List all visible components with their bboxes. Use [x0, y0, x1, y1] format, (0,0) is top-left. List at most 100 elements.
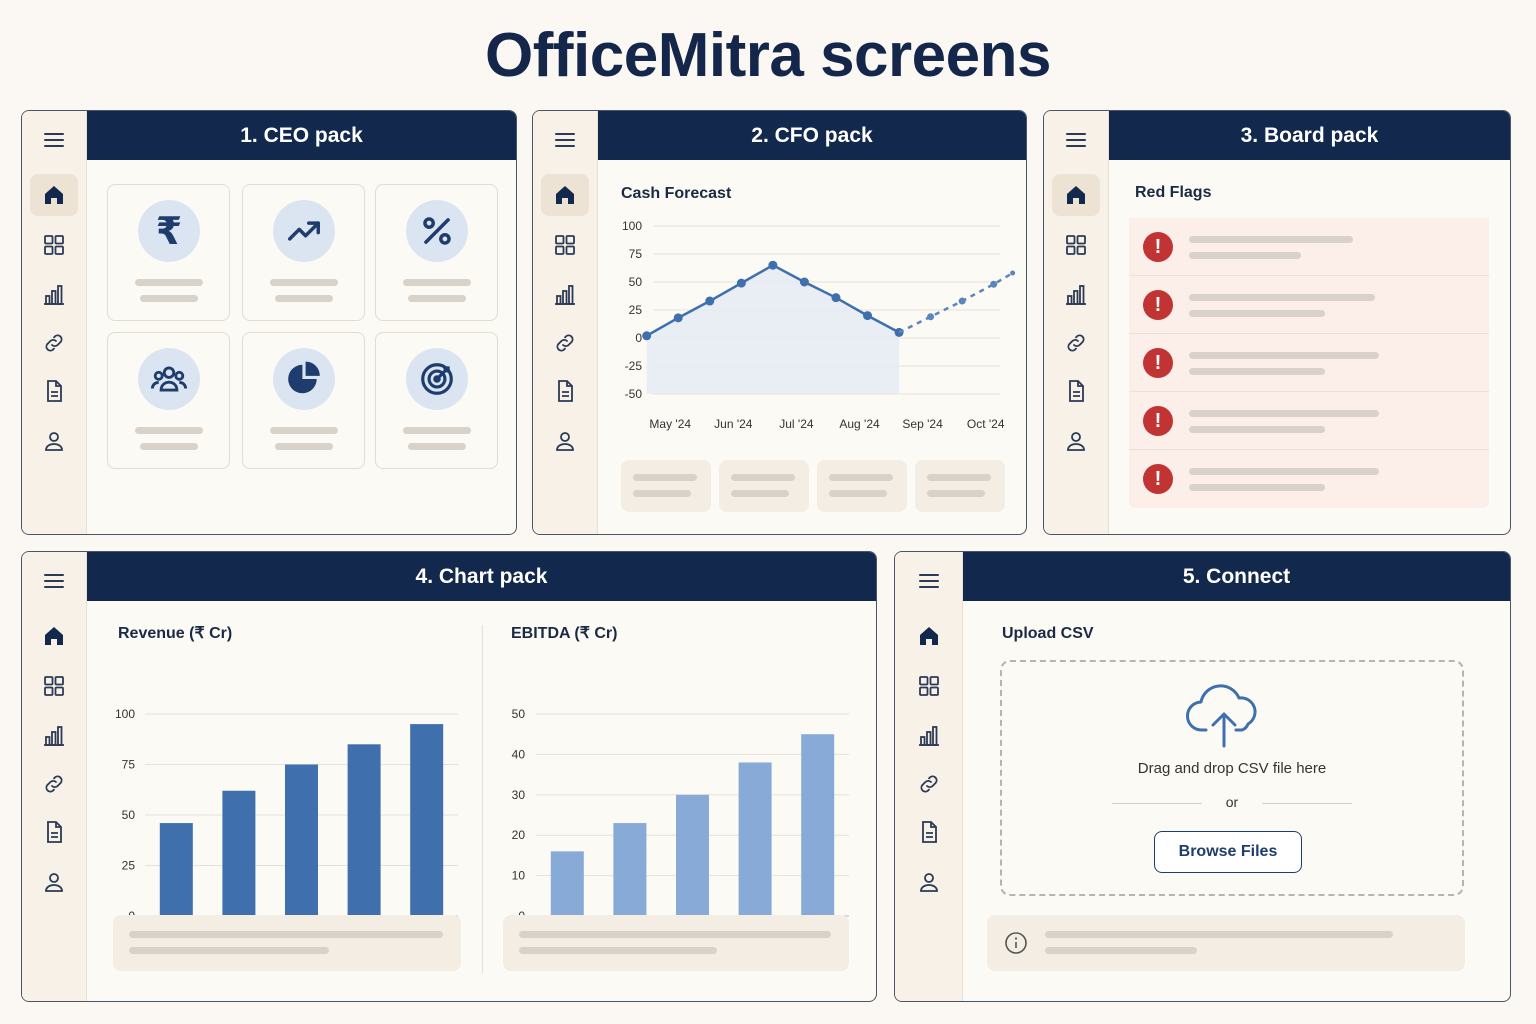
y-tick-label: 100 [115, 707, 135, 721]
menu-icon[interactable] [1052, 119, 1100, 161]
grid-icon[interactable] [1052, 224, 1100, 266]
data-point [642, 331, 652, 341]
home-icon[interactable] [541, 174, 589, 216]
browse-files-button[interactable]: Browse Files [1154, 831, 1302, 873]
rupee-icon: ₹ [138, 200, 200, 262]
target-icon [406, 348, 468, 410]
drop-instructions: Drag and drop CSV file here [1137, 760, 1327, 777]
y-tick-label: 30 [512, 788, 526, 802]
info-note [987, 915, 1465, 971]
bar [347, 744, 381, 916]
link-icon[interactable] [1052, 322, 1100, 364]
x-tick-label: Jul '24 [779, 417, 814, 431]
forecast-point [927, 313, 935, 321]
red-flag-row[interactable]: ! [1129, 334, 1489, 392]
link-icon[interactable] [905, 763, 953, 805]
panel-title: 4. Chart pack [87, 552, 876, 601]
y-tick-label: 10 [512, 869, 526, 883]
link-icon[interactable] [30, 763, 78, 805]
y-tick-label: 75 [629, 247, 643, 261]
summary-chip [817, 460, 907, 512]
data-point [673, 313, 683, 323]
or-separator: or [1225, 794, 1239, 810]
alert-icon: ! [1143, 406, 1173, 436]
forecast-point [1010, 270, 1016, 276]
users-icon [138, 348, 200, 410]
summary-chip [915, 460, 1005, 512]
alert-icon: ! [1143, 348, 1173, 378]
document-icon[interactable] [905, 811, 953, 853]
kpi-card[interactable] [107, 332, 230, 469]
bar [738, 762, 772, 916]
user-icon[interactable] [30, 861, 78, 903]
home-icon[interactable] [905, 615, 953, 657]
red-flag-row[interactable]: ! [1129, 218, 1489, 276]
summary-chip [621, 460, 711, 512]
x-tick-label: Jun '24 [714, 417, 753, 431]
revenue-chart: Revenue (₹ Cr)0255075100FY20FY21FY22FY23… [115, 625, 458, 942]
grid-icon[interactable] [905, 665, 953, 707]
home-icon[interactable] [1052, 174, 1100, 216]
kpi-card[interactable] [375, 184, 498, 321]
bar-chart-icon[interactable] [30, 274, 78, 316]
user-icon[interactable] [541, 420, 589, 462]
y-tick-label: 50 [629, 275, 643, 289]
grid-icon[interactable] [30, 224, 78, 266]
menu-icon[interactable] [905, 560, 953, 602]
forecast-area [646, 265, 900, 394]
bar [222, 790, 256, 916]
user-icon[interactable] [1052, 420, 1100, 462]
y-tick-label: 20 [512, 828, 526, 842]
data-point [768, 260, 778, 270]
kpi-card[interactable]: ₹ [107, 184, 230, 321]
bar [613, 823, 647, 916]
link-icon[interactable] [30, 322, 78, 364]
menu-icon[interactable] [30, 119, 78, 161]
cloud-upload-icon [1186, 684, 1257, 748]
kpi-card[interactable] [242, 332, 365, 469]
forecast-point [958, 297, 966, 305]
connect-panel: 5. Connect Upload CSV Drag and drop CSV … [894, 551, 1511, 1002]
red-flag-row[interactable]: ! [1129, 450, 1489, 508]
red-flag-row[interactable]: ! [1129, 276, 1489, 334]
bar [801, 734, 835, 916]
kpi-card[interactable] [242, 184, 365, 321]
grid-icon[interactable] [541, 224, 589, 266]
page-title: OfficeMitra screens [485, 21, 1051, 90]
menu-icon[interactable] [541, 119, 589, 161]
cash-forecast-chart: Cash Forecast 100 75 50 25 0 -25 -50 May '24 Jun … [621, 185, 1016, 431]
pie-chart-icon [273, 348, 335, 410]
bar [159, 823, 193, 916]
bar-chart-icon[interactable] [905, 715, 953, 757]
document-icon[interactable] [30, 370, 78, 412]
chart-pack-panel: 4. Chart pack Revenue (₹ Cr)0255075100FY… [21, 551, 877, 1002]
link-icon[interactable] [541, 322, 589, 364]
y-tick-label: -50 [625, 387, 643, 401]
sidebar-rail [1044, 111, 1109, 534]
section-title: Upload CSV [1002, 625, 1094, 642]
menu-icon[interactable] [30, 560, 78, 602]
grid-icon[interactable] [30, 665, 78, 707]
info-icon [1005, 932, 1027, 954]
bar-chart-icon[interactable] [30, 715, 78, 757]
data-point [799, 277, 809, 287]
home-icon[interactable] [30, 174, 78, 216]
user-icon[interactable] [905, 861, 953, 903]
red-flag-row[interactable]: ! [1129, 392, 1489, 450]
bar-chart-icon[interactable] [541, 274, 589, 316]
x-tick-label: May '24 [649, 417, 691, 431]
bar [285, 764, 318, 916]
document-icon[interactable] [541, 370, 589, 412]
user-icon[interactable] [30, 420, 78, 462]
document-icon[interactable] [30, 811, 78, 853]
summary-chip [719, 460, 809, 512]
x-tick-label: Oct '24 [967, 417, 1005, 431]
kpi-card[interactable] [375, 332, 498, 469]
csv-drop-zone[interactable]: Drag and drop CSV file here or Browse Fi… [1000, 660, 1464, 896]
alert-icon: ! [1143, 464, 1173, 494]
home-icon[interactable] [30, 615, 78, 657]
y-tick-label: 50 [512, 707, 526, 721]
chart-title: EBITDA (₹ Cr) [511, 625, 617, 642]
document-icon[interactable] [1052, 370, 1100, 412]
bar-chart-icon[interactable] [1052, 274, 1100, 316]
